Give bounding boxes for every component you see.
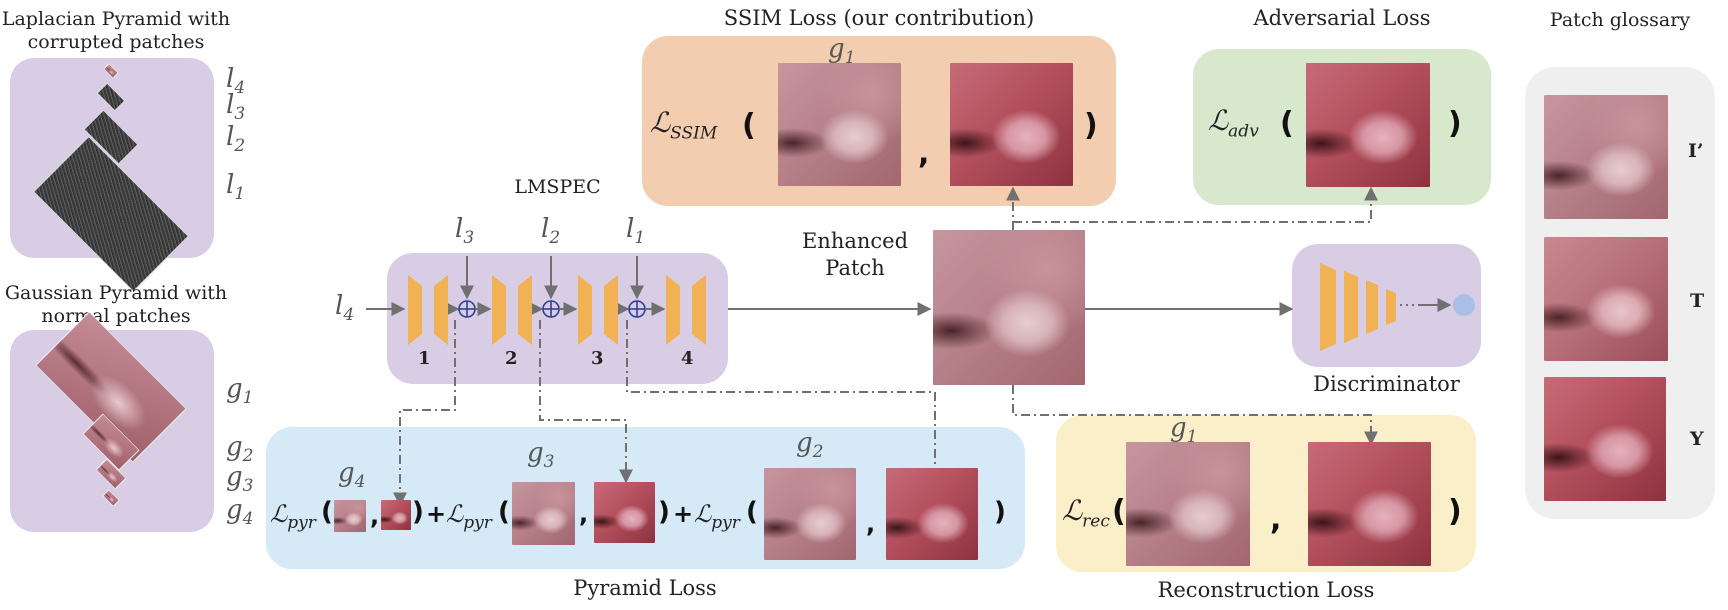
input-l1-label: l1 bbox=[626, 214, 646, 249]
pyr1-patch-a bbox=[334, 500, 366, 532]
link-node1-to-pyr-g4 bbox=[393, 320, 456, 507]
adversarial-loss-title: Adversarial Loss bbox=[1253, 6, 1431, 30]
disc-layer-3 bbox=[1366, 280, 1378, 334]
input-l2-label: l2 bbox=[541, 214, 561, 249]
laplacian-label-l3: l3 bbox=[226, 90, 246, 125]
lmspec-title: LMSPEC bbox=[514, 176, 601, 198]
lmspec-block-4-enc bbox=[666, 275, 680, 345]
rec-close-paren: ) bbox=[1448, 494, 1462, 529]
glossary-label-I-prime: I’ bbox=[1688, 140, 1704, 162]
rec-patch-1 bbox=[1126, 442, 1250, 566]
laplacian-label-l4: l4 bbox=[226, 64, 246, 99]
laplacian-title: Laplacian Pyramid with corrupted patches bbox=[1, 8, 231, 53]
pyr2-comma: , bbox=[579, 500, 589, 528]
gaussian-pyramid-panel bbox=[10, 311, 214, 532]
adv-close-paren: ) bbox=[1448, 106, 1462, 141]
rec-comma: , bbox=[1270, 502, 1282, 537]
ssim-open-paren: ( bbox=[742, 108, 756, 143]
link-node3-to-pyr-g2 bbox=[626, 320, 942, 484]
link-node2-to-pyr-g3 bbox=[539, 320, 633, 484]
disc-layer-4 bbox=[1386, 289, 1396, 325]
pyr-plus-1: + bbox=[426, 500, 447, 528]
ssim-close-paren: ) bbox=[1084, 108, 1098, 143]
pyr1-patch-b bbox=[381, 500, 411, 530]
pyr2-patch-a bbox=[512, 482, 575, 545]
pyr1-close-paren: ) bbox=[412, 497, 424, 527]
glossary-patch-Y bbox=[1544, 377, 1666, 501]
lmspec-block-3-dec bbox=[604, 275, 618, 345]
patch-glossary-title: Patch glossary bbox=[1549, 9, 1691, 31]
laplacian-pyramid-panel bbox=[10, 58, 214, 292]
disc-layer-2 bbox=[1344, 271, 1358, 343]
ssim-loss-symbol: ℒSSIM bbox=[650, 106, 718, 144]
lmspec-block-label-4: 4 bbox=[681, 348, 694, 369]
pyr3-comma: , bbox=[866, 510, 876, 538]
pyr2-close-paren: ) bbox=[658, 497, 670, 527]
ssim-patch-2 bbox=[950, 63, 1073, 186]
pyr-loss-symbol-1: ℒpyr bbox=[270, 500, 316, 533]
discriminator-title: Discriminator bbox=[1313, 372, 1460, 396]
glossary-label-Y: Y bbox=[1690, 428, 1704, 450]
lmspec-block-4-dec bbox=[692, 275, 706, 345]
input-l4-label: l4 bbox=[335, 291, 355, 326]
input-l3-label: l3 bbox=[455, 214, 475, 249]
ssim-patch-1 bbox=[778, 63, 901, 186]
lmspec-block-label-3: 3 bbox=[591, 348, 604, 369]
pyr3-patch-a bbox=[764, 468, 856, 560]
lmspec-block-label-2: 2 bbox=[505, 348, 518, 369]
laplacian-label-l2: l2 bbox=[226, 122, 246, 157]
enhanced-patch-title: Enhanced Patch bbox=[801, 229, 909, 280]
ssim-g1-label: g1 bbox=[828, 34, 856, 69]
gaussian-label-g4: g4 bbox=[226, 495, 254, 530]
pyr3-close-paren: ) bbox=[994, 497, 1006, 527]
link-enhanced-to-rec bbox=[1012, 385, 1378, 446]
pyr-plus-2: + bbox=[673, 500, 694, 528]
rec-g1-label: g1 bbox=[1170, 413, 1198, 448]
lmspec-block-1-enc bbox=[408, 275, 422, 345]
lmspec-block-1-dec bbox=[434, 275, 448, 345]
pyr-g3-label: g3 bbox=[527, 438, 555, 473]
rec-patch-2 bbox=[1308, 442, 1431, 566]
lmspec-block-2-dec bbox=[518, 275, 532, 345]
rec-open-paren: ( bbox=[1112, 494, 1126, 529]
pyr-loss-symbol-3: ℒpyr bbox=[694, 500, 740, 533]
link-enhanced-to-adv bbox=[1013, 186, 1378, 223]
disc-layer-1 bbox=[1320, 263, 1336, 351]
pyramid-loss-title: Pyramid Loss bbox=[573, 576, 717, 600]
pyr-loss-symbol-2: ℒpyr bbox=[446, 500, 492, 533]
gaussian-label-g2: g2 bbox=[226, 432, 254, 467]
laplacian-label-l1: l1 bbox=[226, 170, 246, 205]
pyr2-open-paren: ( bbox=[498, 497, 510, 527]
ssim-loss-title: SSIM Loss (our contribution) bbox=[723, 6, 1035, 30]
lmspec-block-2-enc bbox=[492, 275, 506, 345]
glossary-patch-T bbox=[1544, 237, 1668, 361]
pyr2-patch-b bbox=[594, 482, 655, 543]
enhanced-patch-image bbox=[933, 230, 1085, 385]
discriminator-output-node bbox=[1453, 294, 1475, 316]
pyr3-open-paren: ( bbox=[746, 497, 758, 527]
lmspec-block-label-1: 1 bbox=[418, 348, 431, 369]
gaussian-label-g3: g3 bbox=[226, 462, 254, 497]
pyr1-open-paren: ( bbox=[321, 497, 333, 527]
glossary-patch-I-prime bbox=[1544, 95, 1668, 219]
ssim-comma: , bbox=[918, 136, 930, 171]
rec-loss-symbol: ℒrec bbox=[1062, 494, 1110, 532]
reconstruction-loss-title: Reconstruction Loss bbox=[1157, 578, 1375, 602]
adv-loss-symbol: ℒadv bbox=[1208, 104, 1259, 142]
pyr-g2-label: g2 bbox=[796, 428, 824, 463]
pyr-g4-label: g4 bbox=[338, 458, 366, 493]
adv-patch bbox=[1306, 63, 1430, 187]
lmspec-block-3-enc bbox=[578, 275, 592, 345]
adv-open-paren: ( bbox=[1280, 106, 1294, 141]
gaussian-label-g1: g1 bbox=[226, 374, 254, 409]
glossary-label-T: T bbox=[1690, 290, 1705, 312]
pyr3-patch-b bbox=[886, 468, 978, 560]
pyr1-comma: , bbox=[370, 502, 380, 530]
